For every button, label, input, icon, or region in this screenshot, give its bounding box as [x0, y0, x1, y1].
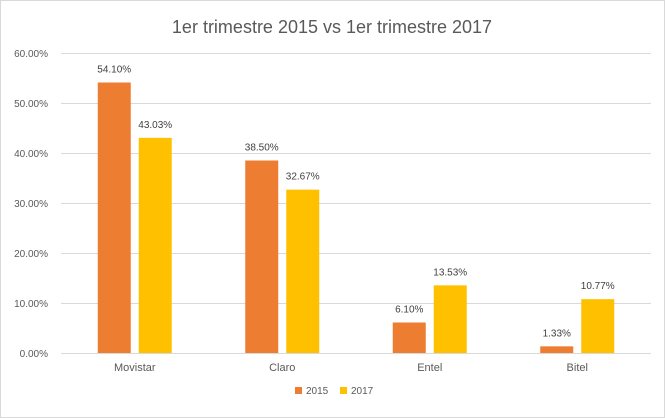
data-label: 6.10% — [395, 305, 423, 316]
legend-label: 2015 — [306, 386, 329, 397]
data-label: 13.53% — [433, 267, 467, 278]
bar-entel-2017 — [433, 285, 467, 353]
x-category-label: Entel — [417, 362, 442, 374]
legend: 2015 2017 — [295, 386, 374, 397]
legend-label: 2017 — [351, 386, 374, 397]
legend-swatch — [295, 387, 302, 394]
y-tick-label: 60.00% — [14, 49, 48, 60]
y-axis-ticks: 0.00% 10.00% 20.00% 30.00% 40.00% 50.00% 60.00… — [14, 49, 48, 360]
data-label: 54.10% — [97, 65, 131, 76]
legend-swatch — [340, 387, 347, 394]
data-label: 38.50% — [245, 143, 279, 154]
y-tick-label: 0.00% — [20, 349, 48, 360]
x-category-label: Bitel — [567, 362, 588, 374]
data-label: 43.03% — [138, 120, 172, 131]
chart-title: 1er trimestre 2015 vs 1er trimestre 2017 — [172, 17, 492, 37]
data-label: 10.77% — [581, 281, 615, 292]
data-label: 32.67% — [286, 172, 320, 183]
bar-claro-2017 — [286, 189, 320, 353]
bar-bitel-2015 — [540, 346, 574, 353]
y-tick-label: 10.00% — [14, 299, 48, 310]
bar-claro-2015 — [245, 160, 279, 353]
y-tick-label: 40.00% — [14, 149, 48, 160]
data-labels: 54.10% 43.03% 38.50% 32.67% 6.10% 13.53% 1.33%… — [97, 65, 615, 340]
bar-movistar-2015 — [97, 82, 131, 353]
data-label: 1.33% — [543, 328, 571, 339]
y-tick-label: 20.00% — [14, 249, 48, 260]
y-tick-label: 50.00% — [14, 99, 48, 110]
x-axis-categories: Movistar Claro Entel Bitel — [114, 362, 588, 374]
bar-entel-2015 — [392, 322, 426, 353]
bar-bitel-2017 — [581, 299, 615, 353]
y-tick-label: 30.00% — [14, 199, 48, 210]
x-category-label: Claro — [269, 362, 295, 374]
x-category-label: Movistar — [114, 362, 156, 374]
bar-movistar-2017 — [138, 137, 172, 353]
bars — [97, 82, 615, 353]
